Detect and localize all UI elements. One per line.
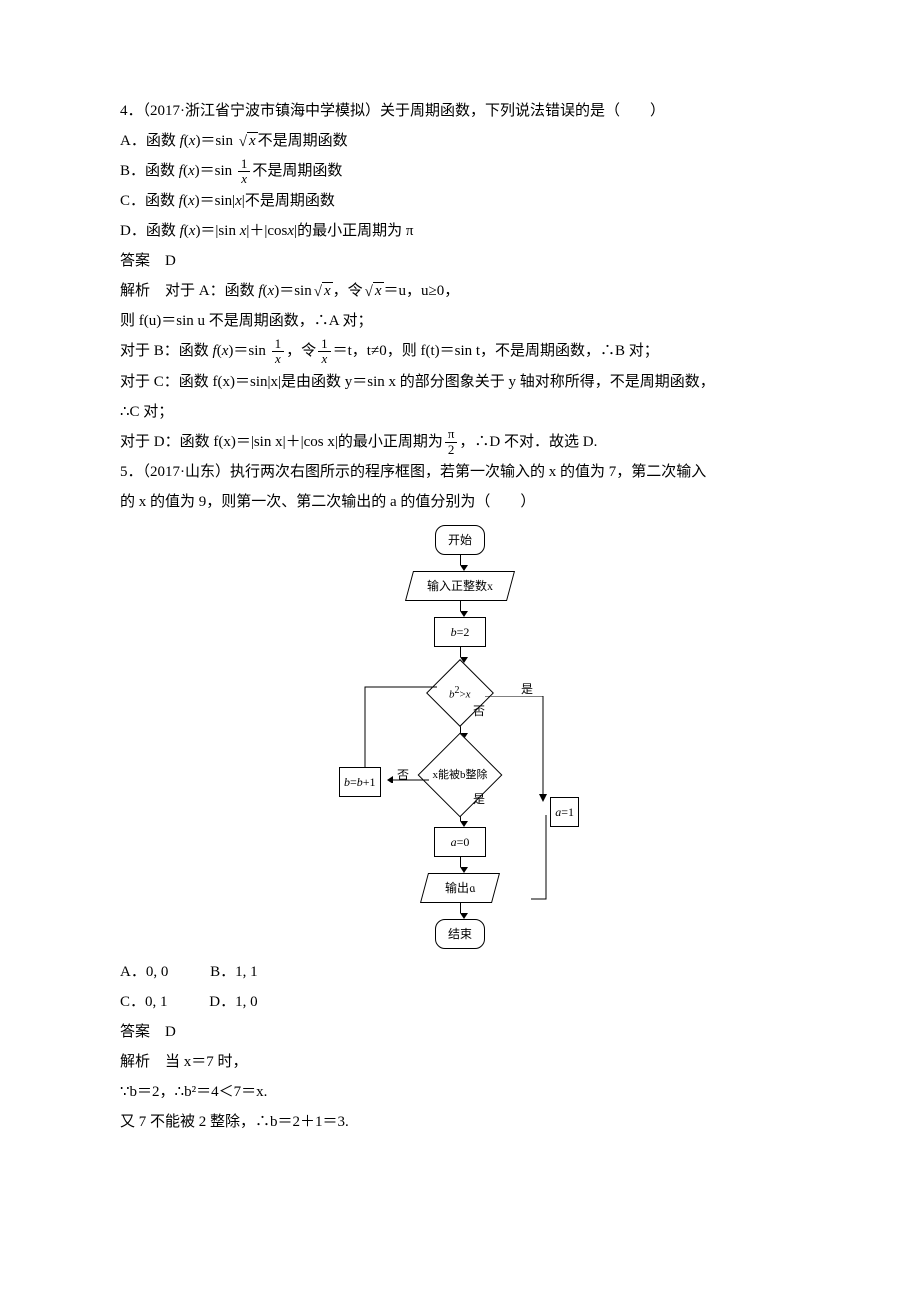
- fc-end: 结束: [435, 919, 485, 949]
- fc-input: 输入正整数x: [405, 571, 515, 601]
- q4-option-d: D．函数 f(x)＝|sin x|＋|cosx|的最小正周期为 π: [120, 216, 800, 246]
- q5-option-b: B．1, 1: [210, 964, 258, 980]
- q4-stem: 4．（2017·浙江省宁波市镇海中学模拟）关于周期函数，下列说法错误的是（ ）: [120, 96, 800, 126]
- q5-answer: 答案 D: [120, 1017, 800, 1047]
- q5-expl1: 解析 当 x＝7 时，: [120, 1047, 800, 1077]
- q5-stem-line1: 5．（2017·山东）执行两次右图所示的程序框图，若第一次输入的 x 的值为 7…: [120, 457, 800, 487]
- fc-set1: a=1: [550, 797, 579, 827]
- fc-output: 输出a: [420, 873, 500, 903]
- q5-options-row1: A．0, 0 B．1, 1: [120, 957, 800, 987]
- q4-expl-c2: ∴C 对；: [120, 397, 800, 427]
- q4-number: 4．: [120, 103, 143, 119]
- q5-options-row2: C．0, 1 D．1, 0: [120, 987, 800, 1017]
- fc-start: 开始: [435, 525, 485, 555]
- q5-option-d: D．1, 0: [209, 994, 257, 1010]
- q5-number: 5．: [120, 464, 143, 480]
- fc-cond2-yes: 是: [473, 787, 485, 811]
- q5-option-a: A．0, 0: [120, 964, 168, 980]
- q4-answer: 答案 D: [120, 246, 800, 276]
- fc-init: b=2: [434, 617, 486, 647]
- q5-expl2: ∵b＝2，∴b²＝4＜7＝x.: [120, 1077, 800, 1107]
- fc-cond1-yes: 是: [521, 677, 533, 701]
- fc-cond2: x能被b整除: [418, 733, 503, 818]
- q4-stem-text: 关于周期函数，下列说法错误的是（ ）: [380, 103, 665, 119]
- q4-expl-c1: 对于 C：函数 f(x)＝sin|x|是由函数 y＝sin x 的部分图象关于 …: [120, 367, 800, 397]
- flowchart: 开始 输入正整数x b=2 b2>x 是 否 x能被b整除 是 否 b=b+1 …: [345, 525, 575, 949]
- q4-option-c: C．函数 f(x)＝sin|x|不是周期函数: [120, 186, 800, 216]
- q4-option-b: B．函数 f(x)＝sin 1x不是周期函数: [120, 156, 800, 186]
- q4-expl-a2: 则 f(u)＝sin u 不是周期函数，∴A 对；: [120, 306, 800, 336]
- q4-option-a: A．函数 f(x)＝sin x不是周期函数: [120, 126, 800, 156]
- fc-cond2-no: 否: [397, 763, 409, 787]
- q4-source: （2017·浙江省宁波市镇海中学模拟）: [143, 103, 381, 119]
- q4-expl-d: 对于 D：函数 f(x)＝|sin x|＋|cos x|的最小正周期为π2，∴D…: [120, 427, 800, 457]
- fc-cond1-no: 否: [473, 699, 485, 723]
- fc-set0: a=0: [434, 827, 486, 857]
- line-icon: [531, 815, 561, 911]
- q5-stem-line2: 的 x 的值为 9，则第一次、第二次输出的 a 的值分别为（ ）: [120, 487, 800, 517]
- q5-expl3: 又 7 不能被 2 整除，∴b＝2＋1＝3.: [120, 1107, 800, 1137]
- q5-option-c: C．0, 1: [120, 994, 168, 1010]
- q4-expl-b: 对于 B：函数 f(x)＝sin 1x，令1x＝t，t≠0，则 f(t)＝sin…: [120, 336, 800, 366]
- fc-incr: b=b+1: [339, 767, 381, 797]
- q5-source: （2017·山东）: [143, 464, 231, 480]
- q4-expl-a1: 解析 对于 A：函数 f(x)＝sinx，令x＝u，u≥0，: [120, 276, 800, 306]
